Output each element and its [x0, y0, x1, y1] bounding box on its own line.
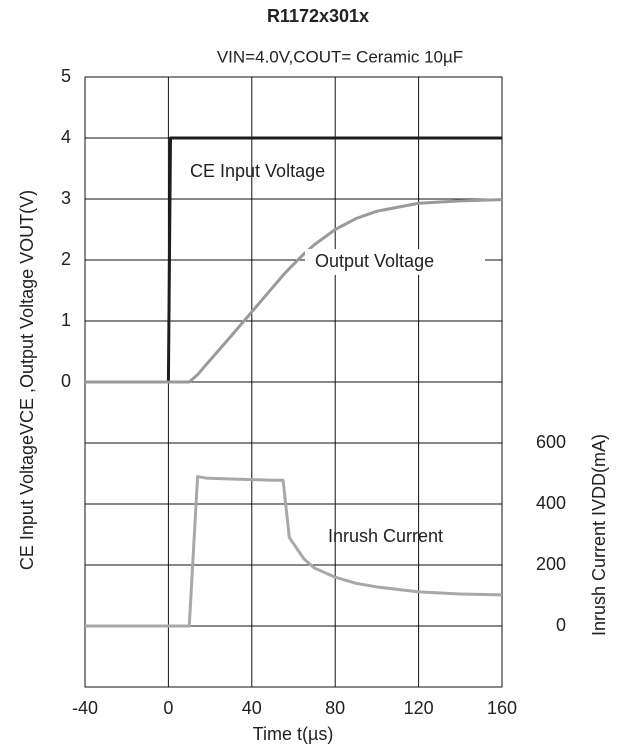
- y2-tick-label: 0: [556, 615, 566, 635]
- y2-axis-label: Inrush Current IVDD(mA): [589, 434, 609, 636]
- x-tick-label: 80: [325, 698, 345, 718]
- y2-tick-label: 400: [536, 493, 566, 513]
- series-line: [85, 475, 503, 628]
- x-tick-label: -40: [72, 698, 98, 718]
- series-annotation: Output Voltage: [315, 251, 434, 271]
- x-tick-label: 40: [242, 698, 262, 718]
- x-tick-label: 160: [487, 698, 517, 718]
- x-tick-label: 0: [163, 698, 173, 718]
- y-tick-label: 5: [61, 66, 71, 86]
- x-axis-label: Time t(µs): [253, 724, 334, 744]
- y2-tick-label: 200: [536, 554, 566, 574]
- y-axis-label: CE Input VoltageVCE ,Output Voltage VOUT…: [17, 190, 37, 570]
- series-line: [85, 198, 503, 384]
- y2-tick-label: 600: [536, 432, 566, 452]
- y-tick-label: 2: [61, 249, 71, 269]
- x-tick-label: 120: [404, 698, 434, 718]
- chart-title: R1172x301x: [267, 6, 369, 26]
- y-tick-label: 1: [61, 310, 71, 330]
- annotation-background: [305, 249, 485, 275]
- y-tick-label: 4: [61, 127, 71, 147]
- y-tick-label: 3: [61, 188, 71, 208]
- series-annotation: CE Input Voltage: [190, 161, 325, 181]
- chart-subtitle: VIN=4.0V,COUT= Ceramic 10µF: [217, 47, 463, 66]
- series-line: [85, 136, 502, 384]
- series-annotation: Inrush Current: [328, 526, 443, 546]
- y-tick-label: 0: [61, 371, 71, 391]
